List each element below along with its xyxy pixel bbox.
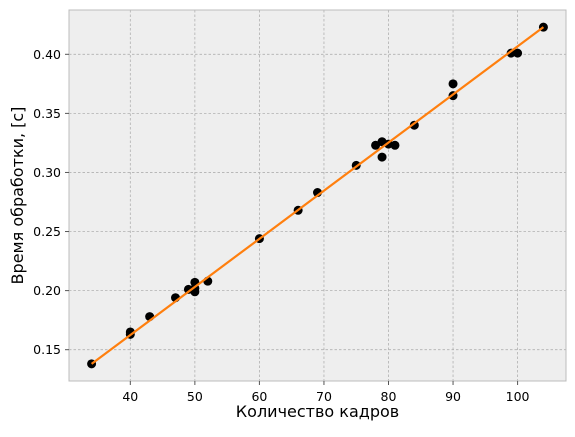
y-tick-label: 0.15 bbox=[33, 342, 61, 357]
x-tick-label: 80 bbox=[381, 389, 397, 404]
plot-frame bbox=[68, 9, 567, 382]
x-axis-label: Количество кадров bbox=[236, 402, 399, 421]
y-tick-label: 0.30 bbox=[33, 165, 61, 180]
x-tick-label: 40 bbox=[122, 389, 138, 404]
ticks: 40 50 60 70 80 90 100 0.15 0.20 0.25 0.30 0.35 0.40 bbox=[33, 47, 529, 404]
x-tick-label: 90 bbox=[445, 389, 461, 404]
y-axis-label: Время обработки, [с] bbox=[8, 107, 27, 285]
x-tick-label: 100 bbox=[506, 389, 530, 404]
fit-line bbox=[90, 26, 545, 365]
y-tick-label: 0.35 bbox=[33, 106, 61, 121]
data-point bbox=[390, 140, 400, 150]
y-tick-label: 0.25 bbox=[33, 224, 61, 239]
data-point bbox=[377, 152, 387, 162]
x-tick-label: 60 bbox=[251, 389, 267, 404]
y-tick-label: 0.40 bbox=[33, 47, 61, 62]
data-point bbox=[448, 79, 458, 89]
x-tick-label: 70 bbox=[316, 389, 332, 404]
x-tick-label: 50 bbox=[187, 389, 203, 404]
data-layer bbox=[87, 22, 548, 369]
grid bbox=[69, 10, 566, 381]
data-point bbox=[513, 48, 523, 58]
y-tick-label: 0.20 bbox=[33, 283, 61, 298]
